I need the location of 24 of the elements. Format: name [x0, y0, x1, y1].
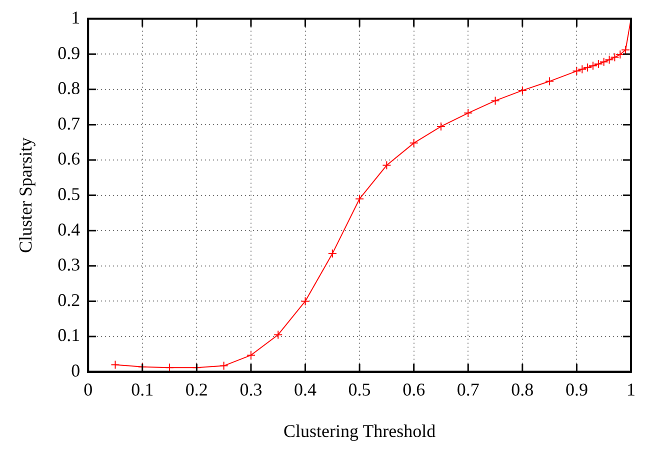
y-axis-title: Cluster Sparsity — [16, 138, 36, 254]
x-tick-label: 0.8 — [511, 379, 534, 400]
x-tick-label: 0.1 — [131, 379, 154, 400]
y-tick-label: 0.4 — [58, 219, 80, 240]
y-tick-label: 1 — [71, 8, 80, 28]
y-tick-label: 0.9 — [58, 42, 80, 63]
y-tick-label: 0.2 — [58, 290, 80, 310]
y-tick-label: 0.6 — [58, 148, 80, 169]
x-tick-label: 0.5 — [348, 379, 371, 400]
y-tick-label: 0.7 — [58, 113, 80, 134]
x-tick-label: 0.6 — [402, 379, 426, 400]
y-tick-label: 0.1 — [58, 325, 80, 346]
x-tick-label: 0.2 — [185, 379, 208, 400]
x-axis-title: Clustering Threshold — [283, 420, 436, 441]
y-tick-label: 0 — [71, 360, 80, 381]
x-tick-label: 0.3 — [240, 379, 262, 400]
y-tick-label: 0.5 — [58, 184, 80, 204]
x-tick-label: 0.4 — [294, 379, 317, 400]
x-tick-label: 0.7 — [456, 379, 480, 400]
y-tick-label: 0.8 — [58, 78, 80, 98]
x-tick-label: 1 — [626, 379, 636, 400]
x-tick-label: 0 — [84, 379, 93, 400]
y-tick-label: 0.3 — [58, 254, 80, 275]
x-tick-label: 0.9 — [565, 379, 588, 400]
